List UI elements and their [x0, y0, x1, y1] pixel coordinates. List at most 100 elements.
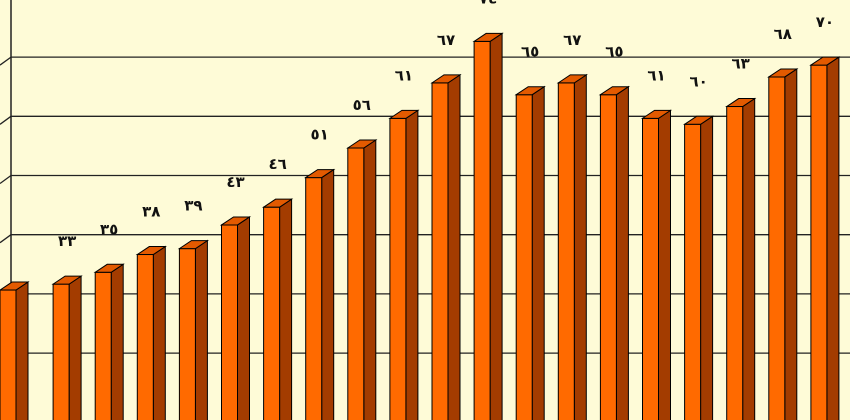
bar [93, 263, 125, 420]
bar-front [473, 40, 491, 420]
bar [556, 73, 588, 420]
bar-top [0, 281, 30, 291]
data-label: ٦٥ [605, 43, 623, 61]
data-label: ٣٣ [58, 232, 76, 250]
data-label: ٥١ [311, 126, 329, 144]
bar-side [68, 275, 82, 420]
bar-side [742, 97, 756, 420]
bars [0, 32, 841, 420]
bar-side [447, 73, 461, 420]
bar-top [430, 74, 462, 84]
bar-side [700, 115, 714, 420]
bar [135, 245, 167, 420]
y-axis-tick [0, 56, 12, 66]
bar-side [152, 245, 166, 420]
data-label: ٧٠ [816, 13, 834, 31]
bar-top [598, 86, 631, 96]
bar [725, 97, 757, 420]
bar-front [52, 283, 70, 420]
data-label: ٣٥ [100, 220, 118, 238]
bar [472, 32, 504, 420]
y-axis-tick [0, 234, 12, 244]
bar-top [682, 115, 715, 125]
data-label: ٦١ [647, 66, 665, 84]
bar [388, 109, 420, 420]
bar [598, 85, 631, 420]
bar [261, 198, 294, 420]
data-label: ٥٦ [353, 96, 371, 114]
bar-side [658, 109, 671, 420]
bar-front [515, 94, 533, 420]
bar-side [110, 263, 124, 420]
bar-top [51, 275, 83, 285]
bar-top [304, 169, 336, 179]
bar-front [599, 94, 617, 420]
bar-front [136, 254, 154, 420]
data-label: ٦٥ [521, 43, 539, 61]
bar-front [810, 64, 828, 420]
bar-top [640, 109, 673, 119]
bar-side [237, 216, 250, 420]
bar-top [261, 198, 294, 208]
bar-side [15, 281, 29, 420]
data-label: ٦٧ [437, 31, 455, 49]
bar-top [725, 98, 757, 108]
bar-side [194, 239, 208, 420]
y-axis-tick [0, 174, 12, 185]
bar-front [726, 106, 744, 420]
bar-side [826, 56, 840, 420]
bar-top [388, 109, 420, 119]
bar-front [347, 147, 365, 420]
bar-top [177, 240, 210, 250]
bar-side [531, 85, 545, 420]
bar-front [431, 82, 449, 420]
bar-front [642, 117, 659, 420]
bar-front [768, 76, 786, 420]
data-label: ٣٩ [184, 197, 202, 215]
bar-top [346, 139, 378, 149]
bar-front [684, 123, 702, 420]
bar [809, 56, 841, 420]
bar-top [219, 216, 252, 226]
bar-top [472, 32, 504, 42]
bar [682, 115, 715, 420]
bar-front [0, 289, 17, 420]
bar [51, 275, 83, 420]
bar [640, 109, 673, 420]
bar-front [305, 177, 323, 420]
bar-top [767, 68, 799, 78]
bar-front [389, 117, 407, 420]
bar-front [263, 206, 281, 420]
bar-top [135, 246, 167, 256]
bar [177, 239, 210, 420]
bar-side [489, 32, 503, 420]
bar [0, 281, 30, 420]
data-label: ٣٨ [142, 203, 160, 221]
bar-side [573, 73, 587, 420]
data-label: ٦٨ [774, 25, 792, 43]
bar-front [221, 224, 238, 420]
bar-top [809, 56, 841, 66]
bar [430, 73, 462, 420]
bar-top [93, 263, 125, 273]
data-labels: ٣٣٣٥٣٨٣٩٤٣٤٦٥١٥٦٦١٦٧٧٤٦٥٦٧٦٥٦١٦٠٦٣٦٨٧٠٧٢ [58, 0, 834, 250]
bar-side [405, 109, 419, 420]
data-label: ٦٧ [563, 31, 581, 49]
bar [514, 85, 546, 420]
bar [304, 168, 336, 420]
data-label: ٦١ [395, 66, 413, 84]
bar-side [279, 198, 293, 420]
bar-top [556, 74, 588, 84]
bar [767, 68, 799, 420]
bar-front [94, 271, 112, 420]
bar-side [615, 85, 629, 420]
data-label: ٤٣ [226, 173, 244, 191]
bar [219, 216, 252, 420]
bar-top [514, 86, 546, 96]
data-label: ٧٤ [479, 0, 497, 7]
bar-front [557, 82, 575, 420]
bar-front [178, 248, 196, 420]
y-axis-tick [0, 115, 12, 125]
